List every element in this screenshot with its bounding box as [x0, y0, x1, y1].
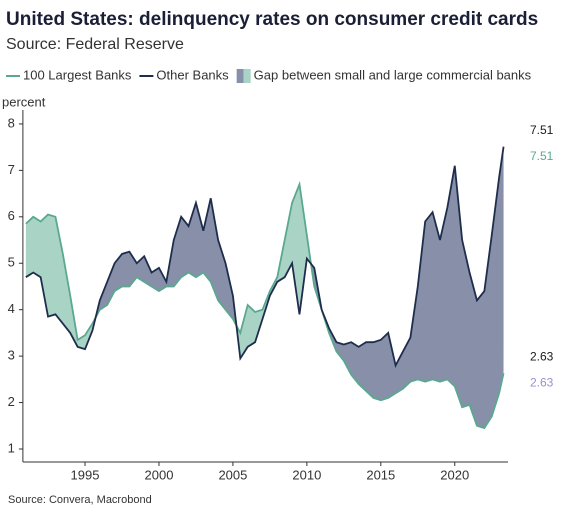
y-tick-label: 5 [8, 255, 15, 270]
source-note: Source: Convera, Macrobond [8, 494, 152, 506]
annotation: 7.51 [530, 123, 554, 137]
y-tick-label: 1 [8, 440, 15, 455]
annotation: 2.63 [530, 375, 554, 389]
legend-swatch [243, 69, 251, 83]
y-tick-label: 7 [8, 162, 15, 177]
series-line [25, 146, 505, 368]
annotation: 2.63 [530, 349, 554, 363]
x-tick-label: 2005 [218, 467, 247, 482]
gap-area [25, 146, 504, 429]
x-tick-label: 2020 [440, 467, 469, 482]
chart-title: United States: delinquency rates on cons… [6, 9, 538, 30]
y-tick-label: 8 [8, 115, 15, 130]
y-axis-label: percent [2, 94, 46, 109]
legend-label: Gap between small and large commercial b… [254, 67, 532, 82]
annotation: 7.51 [530, 149, 554, 163]
legend-label: Other Banks [156, 67, 229, 82]
x-tick-label: 1995 [71, 467, 100, 482]
series-line [25, 180, 505, 430]
y-tick-label: 6 [8, 208, 15, 223]
legend-label: 100 Largest Banks [23, 67, 132, 82]
legend-swatch [236, 69, 244, 83]
x-tick-label: 2015 [366, 467, 395, 482]
chart-subtitle: Source: Federal Reserve [6, 36, 184, 53]
x-tick-label: 2010 [292, 467, 321, 482]
x-tick-label: 2000 [145, 467, 174, 482]
y-tick-label: 4 [8, 301, 15, 316]
y-tick-label: 3 [8, 348, 15, 363]
y-tick-label: 2 [8, 394, 15, 409]
